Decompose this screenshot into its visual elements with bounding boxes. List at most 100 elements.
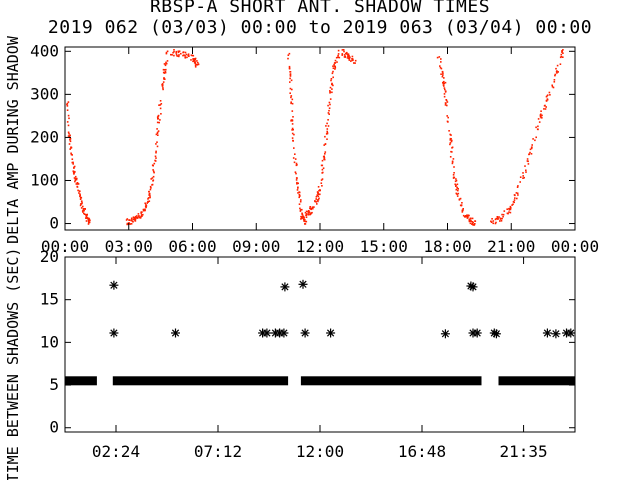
top-data-point	[513, 194, 516, 196]
bottom-data-point	[551, 329, 561, 339]
top-data-point	[464, 216, 466, 218]
top-data-point	[294, 158, 297, 160]
top-data-point	[321, 185, 323, 187]
top-data-point	[158, 104, 160, 106]
top-data-point	[459, 204, 462, 207]
top-data-point	[440, 58, 442, 60]
top-data-point	[453, 172, 455, 174]
top-data-point	[446, 101, 449, 103]
bottom-data-point	[280, 282, 290, 292]
top-data-point	[347, 53, 349, 56]
top-data-point	[76, 182, 79, 184]
top-data-point	[173, 54, 175, 57]
top-data-point	[337, 49, 340, 52]
top-data-point	[500, 220, 503, 222]
top-data-point	[73, 173, 75, 175]
top-data-point	[331, 91, 333, 94]
top-data-point	[554, 74, 556, 77]
top-data-point	[128, 222, 130, 224]
top-data-point	[72, 163, 74, 165]
top-data-point	[196, 60, 198, 62]
bottom-data-point	[566, 328, 576, 338]
top-x-tick-label: 09:00	[232, 237, 280, 256]
top-data-point	[318, 189, 320, 192]
top-data-point	[556, 72, 558, 74]
top-data-point	[468, 219, 471, 221]
top-data-point	[155, 150, 157, 153]
top-data-point	[302, 216, 305, 219]
top-data-point	[298, 203, 301, 205]
top-data-point	[557, 71, 559, 73]
top-data-point	[293, 133, 295, 136]
top-data-point	[170, 53, 172, 56]
top-data-point	[130, 223, 133, 225]
top-data-point	[76, 185, 78, 188]
top-data-point	[165, 52, 168, 55]
top-data-point	[305, 213, 308, 215]
top-data-point	[326, 122, 328, 125]
top-data-point	[449, 143, 451, 146]
top-data-point	[164, 78, 166, 80]
top-data-point	[441, 71, 444, 73]
top-data-point	[451, 162, 454, 165]
top-data-point	[161, 85, 164, 87]
top-data-point	[135, 216, 137, 219]
top-data-point	[442, 84, 445, 86]
top-data-point	[156, 121, 159, 124]
top-data-point	[465, 216, 467, 218]
top-data-point	[471, 221, 473, 223]
top-data-point	[66, 109, 69, 111]
top-data-point	[490, 220, 492, 223]
top-data-point	[291, 119, 294, 121]
top-data-point	[165, 68, 167, 71]
top-data-point	[321, 159, 324, 162]
top-data-point	[443, 93, 446, 95]
top-data-point	[294, 171, 297, 173]
top-data-point	[529, 151, 531, 154]
top-data-point	[454, 180, 457, 183]
top-data-point	[133, 218, 136, 221]
top-data-point	[517, 185, 519, 187]
top-data-point	[137, 215, 140, 217]
top-data-point	[440, 73, 442, 75]
top-data-point	[188, 55, 190, 57]
top-data-point	[81, 200, 83, 203]
top-data-point	[462, 208, 464, 210]
top-data-point	[315, 201, 317, 203]
top-data-point	[307, 213, 309, 216]
top-data-point	[153, 171, 155, 174]
top-data-point	[440, 67, 443, 70]
bottom-data-point	[262, 328, 272, 338]
top-data-point	[334, 66, 337, 69]
top-data-point	[197, 63, 200, 66]
top-data-points	[66, 49, 564, 226]
top-data-point	[296, 189, 299, 191]
top-data-point	[82, 211, 84, 213]
top-x-tick-label: 18:00	[423, 237, 471, 256]
top-data-point	[182, 54, 184, 57]
top-data-point	[66, 102, 69, 105]
top-data-point	[155, 133, 158, 136]
top-data-point	[178, 50, 181, 52]
top-data-point	[492, 222, 494, 225]
top-data-point	[545, 106, 547, 108]
top-data-point	[66, 121, 69, 123]
top-data-point	[152, 170, 155, 173]
top-data-point	[151, 184, 153, 186]
top-data-point	[164, 64, 167, 67]
top-data-point	[459, 197, 462, 200]
top-data-point	[343, 54, 346, 56]
top-data-point	[134, 216, 137, 218]
top-data-point	[552, 86, 555, 89]
top-data-point	[71, 158, 74, 160]
top-data-point	[446, 115, 448, 117]
top-data-point	[455, 179, 458, 182]
top-data-point	[163, 77, 165, 79]
bottom-data-point	[491, 329, 501, 339]
top-data-point	[332, 84, 334, 87]
top-data-point	[176, 55, 178, 57]
top-data-point	[526, 158, 529, 160]
top-data-point	[549, 94, 551, 96]
top-data-point	[67, 135, 70, 137]
top-data-point	[453, 166, 455, 168]
